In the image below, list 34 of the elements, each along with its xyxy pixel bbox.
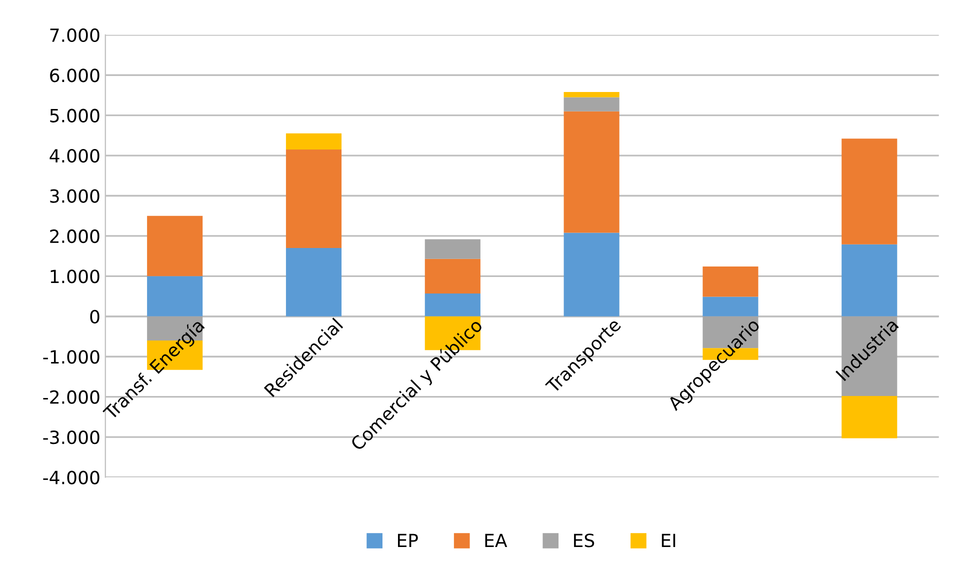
bar (564, 111, 620, 233)
bar (286, 133, 342, 150)
y-tick-label: 7.000 (50, 28, 100, 42)
y-tick-label: 6.000 (50, 68, 100, 82)
bar (702, 348, 758, 360)
bar (424, 239, 480, 259)
legend-label: EP (398, 534, 418, 548)
y-tick-label: -3.000 (43, 430, 100, 444)
bar (424, 258, 480, 294)
bar (842, 396, 898, 438)
bar (564, 232, 620, 316)
bar (842, 244, 898, 316)
bar (147, 276, 203, 316)
legend-label: ES (574, 534, 594, 548)
y-tick-label: 3.000 (50, 189, 100, 203)
y-tick-label: -2.000 (43, 390, 100, 404)
bar (702, 266, 758, 297)
bar (147, 216, 203, 276)
bar (564, 97, 620, 112)
bar (842, 138, 898, 244)
y-tick-label: 1.000 (50, 270, 100, 284)
bar (424, 293, 480, 316)
y-tick-label: 2.000 (50, 229, 100, 244)
y-tick-label: -1.000 (43, 350, 100, 364)
legend-label: EA (485, 534, 508, 548)
bar (564, 92, 620, 98)
y-tick-label: -4.000 (43, 470, 100, 484)
bar (286, 150, 342, 248)
y-tick-label: 4.000 (50, 149, 100, 163)
y-tick-label: 0 (90, 310, 100, 324)
y-tick-label: 5.000 (50, 108, 100, 122)
bar (286, 248, 342, 316)
bar (702, 296, 758, 316)
legend-label: EI (662, 534, 676, 548)
